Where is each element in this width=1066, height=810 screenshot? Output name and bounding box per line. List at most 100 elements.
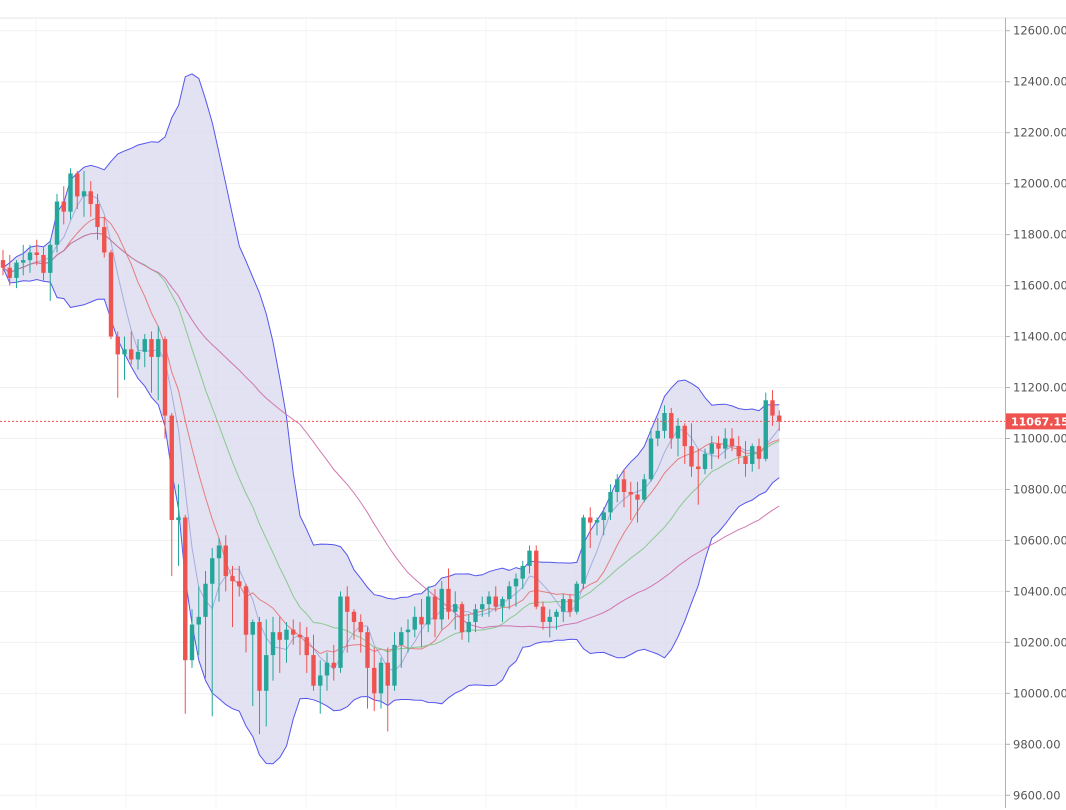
candle [108,249,114,340]
candle [777,410,782,431]
candle-body [500,599,505,607]
candle [324,652,330,691]
moving-averages [2,194,780,672]
candle [554,609,559,630]
candle [507,581,512,610]
candle-body [723,438,728,449]
price-axis[interactable]: 12600.00 12400.00 12200.00 12000.00 11800.00… [1005,18,1066,808]
candle-body [142,339,147,352]
candle-body [743,456,748,464]
candle-body [561,599,566,612]
candle-body [149,339,154,357]
candle [561,593,566,622]
candle-body [95,204,100,227]
candle-body [108,252,114,337]
price-axis-tick-label: 10800.00 [1013,482,1066,496]
grid [0,17,1066,808]
candle [675,418,681,457]
candle-body [770,400,775,416]
candle-body [642,479,647,500]
candle-body [378,662,384,694]
candle [14,260,19,289]
candle [210,548,215,717]
candle-body [574,583,579,612]
candle [169,413,174,577]
candle-body [115,336,120,355]
candle [129,331,134,365]
candle [95,193,100,240]
candle [520,560,525,589]
price-axis-tick-label: 11000.00 [1013,431,1066,445]
candle-body [297,634,303,638]
candle-body [372,667,377,694]
candle [689,423,694,477]
candle [716,435,721,459]
candle [392,632,397,691]
candle [81,170,87,217]
candle [513,573,519,607]
candle-body [588,517,593,523]
candle-body [594,520,600,523]
candle-body [61,201,66,212]
candle [27,244,33,273]
candle-body [466,621,471,633]
candle-body [102,226,107,253]
candle-body [189,624,195,661]
candle-body [345,596,350,612]
candle [183,514,188,714]
price-axis-tick-label: 12600.00 [1013,24,1066,38]
candle [439,581,444,630]
candle [709,435,714,470]
last-price-badge [1006,413,1066,430]
candle-body [459,604,465,633]
candle-body [264,655,269,691]
candle-body [176,517,181,521]
candle-body [358,621,363,633]
candle-body [554,611,559,617]
candle-body [243,586,249,635]
candle [243,583,249,653]
price-axis-tick-label: 12000.00 [1013,177,1066,191]
candle [230,565,235,628]
candle-body [284,629,289,640]
candle [702,448,708,475]
candle-body [777,415,782,422]
candles [0,168,782,735]
candle-body [196,616,201,625]
candle [723,428,728,459]
candle-body [473,609,478,622]
candle [486,591,492,617]
candle [270,616,276,681]
candle-body [75,173,80,197]
candle [351,609,357,640]
price-axis-tick-label: 10000.00 [1013,686,1066,700]
candle [696,448,701,505]
candle [750,443,755,472]
candle [763,392,768,462]
candle-body [223,545,228,577]
candle-body [27,252,33,261]
candle-body [675,425,681,439]
candle-body [513,578,519,587]
price-axis-tick-label: 12200.00 [1013,126,1066,140]
candle [655,418,660,447]
candle [21,244,26,276]
candle [480,596,485,617]
candle-body [729,438,735,447]
candle [135,339,141,370]
candle-body [318,675,323,686]
candle [446,568,451,620]
candle [648,428,654,482]
candle-body [412,616,417,630]
last-price-tag: 11067.15 [1006,413,1066,430]
candle-body [392,644,397,686]
candle [257,616,262,735]
candle [385,647,390,732]
candle-body [48,244,53,273]
candle-body [756,446,762,459]
candle [203,571,208,679]
candle-body [135,351,141,360]
candle [642,474,647,503]
candle [628,481,633,521]
